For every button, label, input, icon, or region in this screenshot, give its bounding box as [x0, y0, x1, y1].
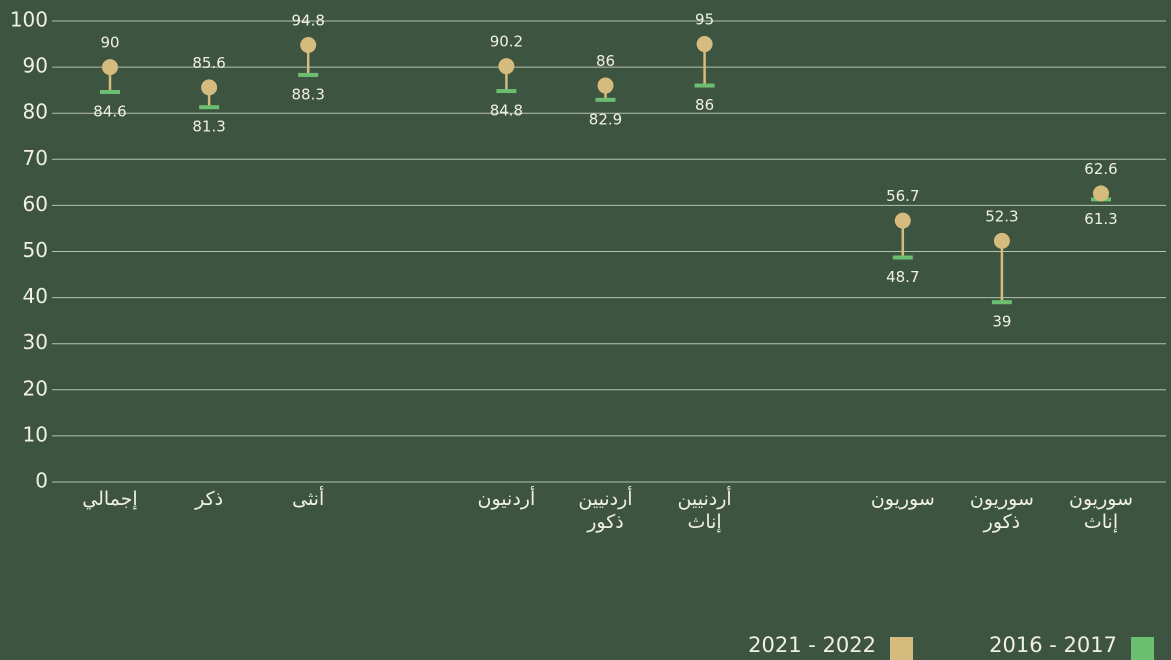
value-label: 52.3	[985, 207, 1018, 225]
legend-swatch	[890, 637, 913, 660]
marker-2021	[498, 58, 515, 75]
x-tick-label: أردنيين إناث	[677, 488, 732, 533]
value-label: 90	[100, 34, 119, 52]
marker-2021	[993, 232, 1010, 249]
x-tick-label: سوريون ذكور	[969, 488, 1034, 533]
value-label: 88.3	[291, 85, 324, 103]
value-label: 84.8	[490, 102, 523, 120]
marker-2021	[894, 212, 911, 229]
y-tick-label: 100	[10, 8, 48, 32]
y-tick-label: 20	[23, 376, 48, 400]
value-label: 62.6	[1084, 160, 1117, 178]
y-tick-label: 50	[23, 238, 48, 262]
value-label: 86	[695, 96, 714, 114]
marker-2016	[694, 83, 715, 88]
legend-swatch	[1131, 637, 1154, 660]
y-tick-label: 70	[23, 146, 48, 170]
y-tick-label: 40	[23, 284, 48, 308]
y-tick-label: 60	[23, 192, 48, 216]
x-tick-label: أردنيين ذكور	[578, 488, 633, 533]
marker-2016	[595, 97, 616, 102]
value-label: 56.7	[886, 187, 919, 205]
y-tick-label: 10	[23, 422, 48, 446]
y-tick-label: 90	[23, 54, 48, 78]
marker-2021	[696, 36, 713, 53]
value-label: 81.3	[192, 118, 225, 136]
x-tick-label: ذكر	[195, 488, 224, 510]
marker-2021	[102, 59, 118, 76]
marker-2016	[892, 255, 913, 260]
y-tick-label: 0	[35, 469, 48, 493]
value-label: 39	[992, 313, 1011, 331]
value-label: 94.8	[291, 11, 324, 29]
marker-2016	[991, 300, 1012, 305]
x-tick-label: أردنيون	[477, 488, 536, 510]
value-label: 85.6	[192, 54, 225, 72]
value-label: 90.2	[490, 33, 523, 51]
y-tick-label: 80	[23, 100, 48, 124]
value-label: 86	[596, 52, 615, 70]
x-tick-label: إجمالي	[82, 488, 138, 510]
legend-label: 2016 - 2017	[989, 633, 1117, 657]
value-label: 48.7	[886, 268, 919, 286]
marker-2021	[1093, 185, 1109, 202]
marker-2021	[597, 77, 614, 94]
x-tick-label: سوريون	[870, 488, 935, 510]
marker-2016	[298, 72, 319, 77]
legend-label: 2021 - 2022	[748, 633, 876, 657]
marker-2016	[496, 89, 517, 94]
value-label: 95	[695, 11, 714, 29]
marker-2021	[201, 79, 218, 96]
value-label: 84.6	[93, 102, 126, 120]
value-label: 61.3	[1084, 210, 1117, 228]
marker-2021	[300, 36, 317, 53]
x-tick-label: أنثى	[292, 488, 325, 510]
x-tick-label: سوريون إناث	[1069, 488, 1133, 533]
y-tick-label: 30	[23, 330, 48, 354]
marker-2016	[100, 89, 120, 94]
marker-2016	[199, 105, 220, 110]
value-label: 82.9	[589, 110, 622, 128]
